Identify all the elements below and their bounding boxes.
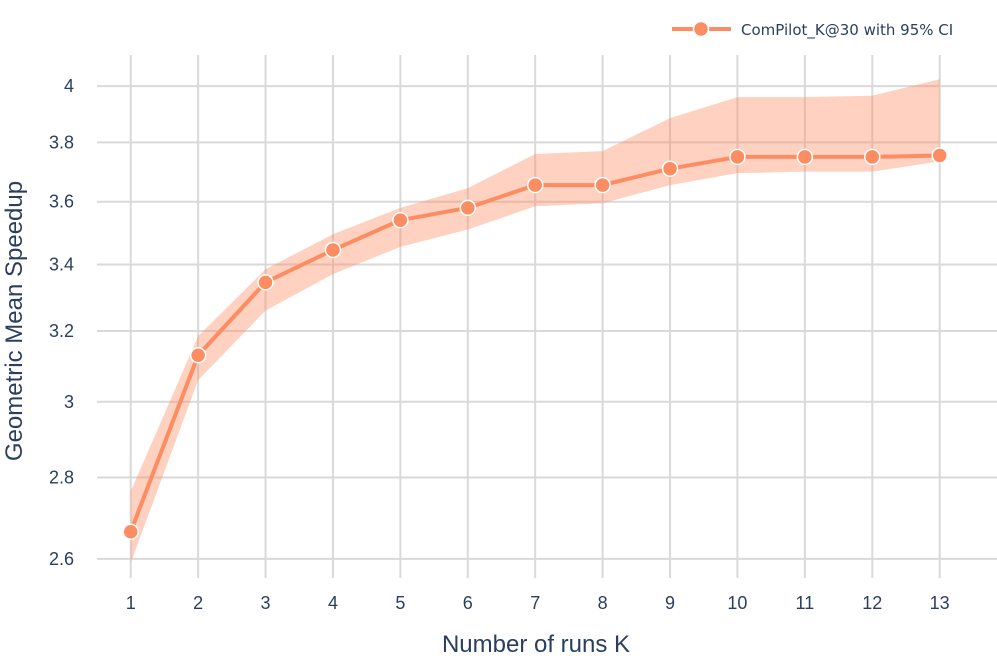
legend-label: ComPilot_K@30 with 95% CI	[741, 21, 953, 40]
x-tick-label: 6	[463, 593, 473, 613]
data-point[interactable]	[324, 241, 342, 259]
x-tick-label: 9	[665, 593, 675, 613]
x-axis-title: Number of runs K	[442, 631, 630, 658]
x-tick-label: 12	[862, 593, 882, 613]
data-point[interactable]	[189, 347, 207, 364]
y-tick-label: 2.8	[49, 468, 74, 488]
x-tick-label: 11	[796, 593, 815, 613]
y-gridlines	[97, 85, 997, 560]
y-tick-label: 3.2	[49, 321, 74, 341]
x-tick-labels: 1 2 3 4 5 6 7 8 9 10 11 12 13	[126, 593, 950, 613]
x-tick-label: 7	[530, 593, 540, 613]
y-tick-label: 4	[64, 76, 74, 96]
y-tick-label: 2.6	[49, 549, 74, 569]
y-tick-label: 3.4	[49, 254, 74, 274]
y-tick-label: 3.6	[49, 192, 74, 212]
x-tick-label: 2	[193, 593, 203, 613]
data-point[interactable]	[594, 176, 611, 194]
y-tick-label: 3.8	[49, 132, 74, 152]
x-tick-label: 5	[395, 593, 405, 613]
legend[interactable]: ComPilot_K@30 with 95% CI	[672, 20, 953, 40]
data-point[interactable]	[864, 148, 881, 166]
x-tick-label: 4	[328, 593, 338, 613]
y-axis-title: Geometric Mean Speedup	[1, 181, 28, 461]
data-point[interactable]	[796, 148, 814, 166]
legend-marker	[692, 20, 710, 38]
x-tick-label: 13	[930, 593, 950, 613]
data-point[interactable]	[931, 147, 948, 164]
ci-band	[130, 79, 940, 564]
series-points	[122, 147, 948, 540]
data-point[interactable]	[257, 274, 274, 291]
data-point[interactable]	[661, 160, 679, 177]
data-point[interactable]	[526, 176, 544, 194]
x-tick-label: 3	[261, 593, 271, 613]
data-point[interactable]	[122, 523, 139, 540]
confidence-bands	[130, 79, 940, 564]
y-tick-label: 3	[64, 392, 74, 412]
x-tick-label: 1	[126, 593, 136, 613]
x-tick-label: 8	[598, 593, 608, 613]
data-point[interactable]	[392, 211, 409, 229]
y-tick-labels: 2.6 2.8 3 3.2 3.4 3.6 3.8 4	[49, 76, 74, 569]
data-point[interactable]	[729, 148, 746, 166]
data-point[interactable]	[459, 199, 477, 217]
x-tick-label: 10	[727, 593, 747, 613]
